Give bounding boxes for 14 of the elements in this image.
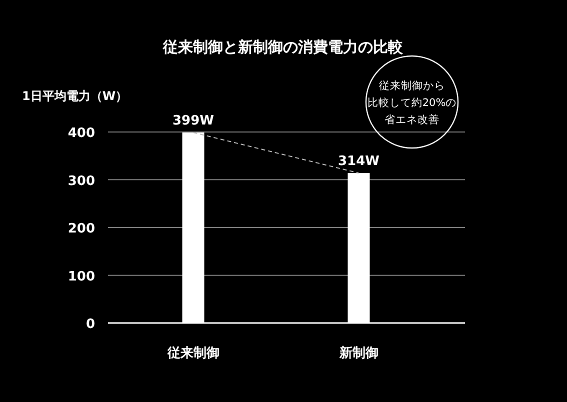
y-tick-label: 400 — [68, 126, 95, 141]
data-label: 314W — [338, 154, 380, 170]
text: 省エネ改善 — [384, 113, 440, 126]
y-tick-label: 0 — [86, 317, 95, 332]
y-tick-label: 100 — [68, 269, 95, 284]
y-axis-title: 1日平均電力（W） — [22, 89, 128, 103]
text: 比較して約20%の — [367, 96, 457, 109]
data-label: 399W — [172, 113, 214, 128]
x-tick-label: 従来制御 — [166, 346, 220, 361]
text: 従来制御から — [379, 79, 445, 92]
x-tick-label: 新制御 — [338, 345, 378, 361]
chart-title: 従来制御と新制御の消費電力の比較 — [162, 38, 404, 56]
y-tick-label: 300 — [68, 174, 95, 189]
y-tick-label: 200 — [68, 222, 95, 236]
